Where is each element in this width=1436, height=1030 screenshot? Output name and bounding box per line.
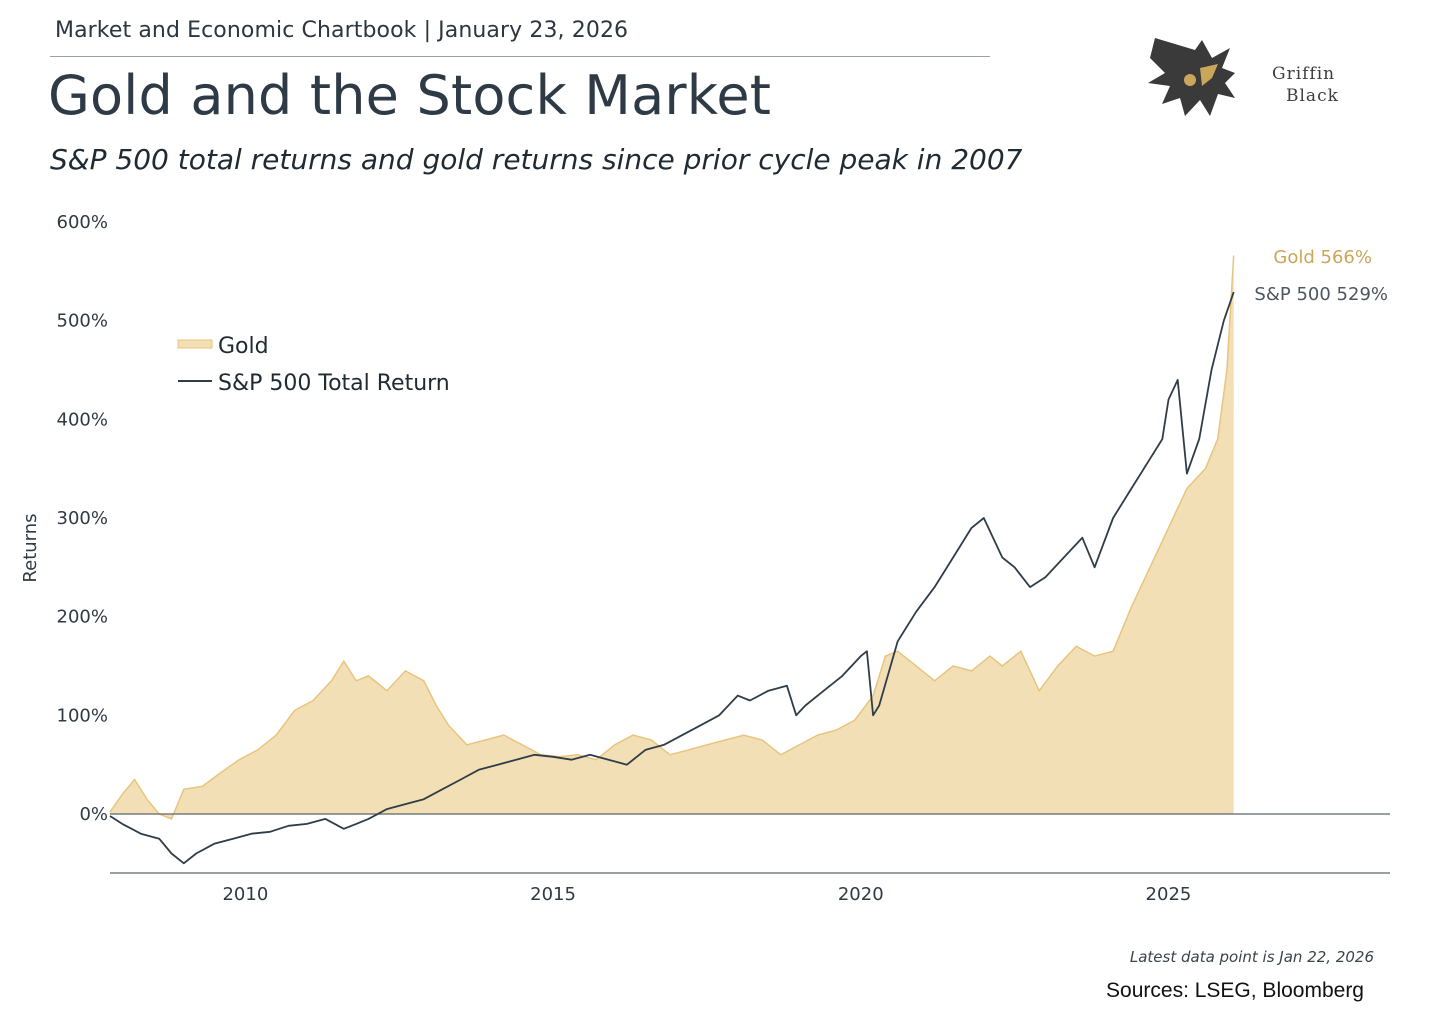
gold-line bbox=[109, 255, 1235, 820]
y-tick-label: 0% bbox=[79, 804, 108, 825]
logo-line-1: Griffin bbox=[1272, 64, 1336, 84]
sp500-line bbox=[109, 291, 1235, 865]
legend-swatch-gold bbox=[177, 339, 213, 349]
sources-note: Sources: LSEG, Bloomberg bbox=[1106, 979, 1364, 1002]
gold-area bbox=[110, 255, 1234, 819]
latest-data-note: Latest data point is Jan 22, 2026 bbox=[1129, 948, 1374, 966]
y-tick-label: 600% bbox=[57, 212, 108, 233]
legend-label-gold: Gold bbox=[218, 334, 269, 359]
y-tick-label: 500% bbox=[57, 311, 108, 332]
griffin-emblem-icon bbox=[1148, 38, 1235, 116]
y-tick-label: 400% bbox=[57, 409, 108, 430]
y-tick-label: 200% bbox=[57, 607, 108, 628]
griffin-black-logo: Griffin Black bbox=[1140, 28, 1370, 128]
y-axis-label: Returns bbox=[20, 513, 41, 582]
x-tick-label: 2015 bbox=[530, 884, 576, 905]
page-title: Gold and the Stock Market bbox=[48, 64, 772, 127]
header-divider bbox=[50, 56, 990, 57]
gold-end-label: Gold 566% bbox=[1273, 247, 1372, 268]
page-subtitle: S&P 500 total returns and gold returns s… bbox=[50, 143, 1023, 176]
x-tick-label: 2025 bbox=[1146, 884, 1192, 905]
chartbook-kicker: Market and Economic Chartbook | January … bbox=[55, 18, 629, 43]
x-tick-label: 2010 bbox=[222, 884, 268, 905]
y-tick-label: 100% bbox=[57, 705, 108, 726]
sp500-end-label: S&P 500 529% bbox=[1254, 284, 1388, 305]
legend-label-sp500: S&P 500 Total Return bbox=[218, 371, 450, 396]
x-tick-label: 2020 bbox=[838, 884, 884, 905]
y-tick-label: 300% bbox=[57, 508, 108, 529]
logo-line-2: Black bbox=[1286, 86, 1339, 106]
